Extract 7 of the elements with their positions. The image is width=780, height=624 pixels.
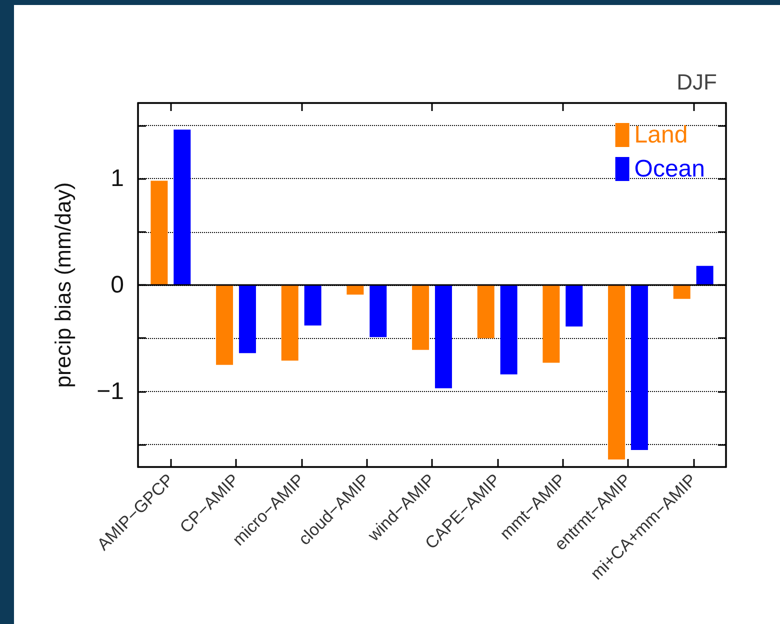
y-tick-label: −1 [96, 378, 124, 405]
y-tick-label: 1 [110, 165, 124, 192]
y-tick-label: 0 [110, 272, 124, 298]
y-axis-title: precip bias (mm/day) [50, 182, 76, 388]
legend-label: Land [634, 122, 688, 148]
legend-label: Ocean [634, 156, 706, 182]
chart-title: DJF [676, 70, 717, 94]
